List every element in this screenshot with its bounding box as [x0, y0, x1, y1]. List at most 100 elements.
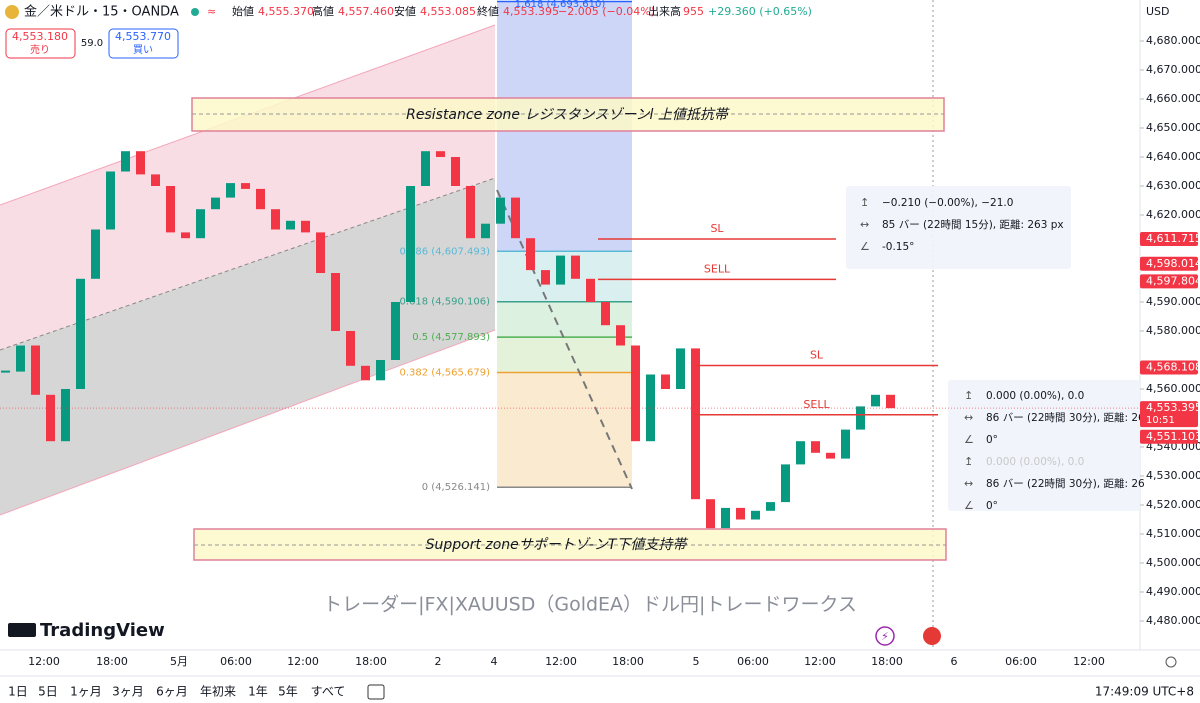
- price-tick-label: 4,590.000: [1146, 295, 1200, 308]
- range-button[interactable]: 年初来: [200, 685, 236, 699]
- candle: [346, 331, 355, 366]
- order-label: SL: [710, 222, 724, 235]
- volume: 955: [683, 5, 704, 18]
- price-tick-label: 4,620.000: [1146, 208, 1200, 221]
- price-tick-label: 4,520.000: [1146, 498, 1200, 511]
- candle: [616, 325, 625, 346]
- time-tick-label: 18:00: [96, 655, 128, 668]
- measure-box: [948, 380, 1140, 511]
- candle: [541, 270, 550, 285]
- volume-change: +29.360 (+0.65%): [708, 5, 812, 18]
- measure-text: 86 バー (22時間 30分), 距離: 26: [986, 477, 1145, 490]
- measure-icon: ↥: [860, 196, 869, 209]
- buy-price[interactable]: 4,553.770: [115, 30, 171, 43]
- candle: [826, 452, 835, 459]
- event-icon[interactable]: [875, 626, 895, 646]
- measure-text: −0.210 (−0.00%), −21.0: [882, 197, 1013, 209]
- sell-button[interactable]: [5, 28, 76, 59]
- range-button[interactable]: すべて: [311, 685, 346, 699]
- stat-label: 安値: [394, 4, 416, 18]
- candle: [16, 345, 25, 372]
- price-tick-label: 4,670.000: [1146, 63, 1200, 76]
- watermark: トレーダー|FX|XAUUSD（GoldEA）ドル円|トレードワークス: [323, 594, 857, 616]
- candle: [91, 229, 100, 279]
- fib-label: 0.786 (4,607.493): [399, 246, 490, 257]
- event-glyph: ⚡: [881, 630, 889, 643]
- time-tick-label: 12:00: [545, 655, 577, 668]
- price-tick-label: 4,630.000: [1146, 179, 1200, 192]
- stat-value: 4,553.395: [503, 5, 559, 18]
- candle: [601, 302, 610, 326]
- candle: [106, 171, 115, 230]
- fib-label: 1.618 (4,693.610): [515, 0, 606, 10]
- brand-logo: [8, 623, 36, 637]
- symbol[interactable]: 金／米ドル・15・OANDA: [24, 4, 179, 20]
- spread: 59.0: [81, 38, 103, 49]
- range-button[interactable]: 1日: [8, 685, 28, 699]
- candle: [451, 157, 460, 186]
- candle: [886, 394, 895, 409]
- currency[interactable]: USD: [1146, 5, 1170, 18]
- candle: [781, 464, 790, 503]
- candle: [676, 348, 685, 389]
- price-badge-label: 4,611.715: [1146, 232, 1200, 245]
- price-tick-label: 4,510.000: [1146, 527, 1200, 540]
- time-tick-label: 6: [951, 655, 958, 668]
- price-tick-label: 4,650.000: [1146, 121, 1200, 134]
- orders: SL SELL SL SELL: [598, 222, 938, 416]
- time-tick-label: 12:00: [28, 655, 60, 668]
- candle: [361, 365, 370, 381]
- sell-label[interactable]: 売り: [30, 43, 50, 56]
- range-button[interactable]: 5年: [278, 685, 298, 699]
- range-button[interactable]: 1年: [248, 685, 268, 699]
- candle: [871, 394, 880, 407]
- price-tick-label: 4,580.000: [1146, 324, 1200, 337]
- candle: [841, 429, 850, 459]
- resistance-label: Resistance zone レジスタンスゾーンl 上値抵抗帯: [406, 107, 730, 123]
- range-button[interactable]: 6ヶ月: [156, 685, 188, 699]
- measure-icon: ∠: [860, 240, 870, 253]
- time-tick-label: 18:00: [612, 655, 644, 668]
- candle: [271, 209, 280, 230]
- measure-text: 0.000 (0.00%), 0.0: [986, 456, 1084, 468]
- stat-value: 4,555.370: [258, 5, 314, 18]
- candle: [406, 186, 415, 302]
- time-tick-label: 4: [491, 655, 498, 668]
- candle: [556, 255, 565, 285]
- market-status: [191, 8, 199, 16]
- price-tick-label: 4,530.000: [1146, 469, 1200, 482]
- order-label: SELL: [704, 262, 731, 275]
- fib-label: 0.618 (4,590.106): [399, 297, 490, 308]
- support-label: Support zoneサポートゾ-ンT下値支持帯: [426, 537, 689, 553]
- channel-bottom: [0, 329, 496, 516]
- candle: [496, 197, 505, 224]
- candle: [376, 360, 385, 381]
- price-badge-label: 4,551.103: [1146, 430, 1200, 443]
- range-button[interactable]: 1ヶ月: [70, 685, 102, 699]
- price-badge: [1140, 429, 1198, 444]
- candle: [316, 232, 325, 273]
- candle: [286, 220, 295, 230]
- candle: [166, 186, 175, 233]
- price-tick-label: 4,640.000: [1146, 150, 1200, 163]
- buy-label[interactable]: 買い: [133, 44, 153, 56]
- flag-icon[interactable]: [923, 627, 941, 645]
- time-tick-label: 5月: [170, 655, 188, 668]
- time-tick-label: 5: [693, 655, 700, 668]
- sell-price[interactable]: 4,553.180: [12, 30, 68, 43]
- price-badge: [1140, 274, 1198, 289]
- range-button[interactable]: 5日: [38, 685, 58, 699]
- buy-button[interactable]: [108, 28, 179, 59]
- measure-text: 0°: [986, 434, 998, 446]
- change: −2.005 (−0.04%): [558, 5, 655, 18]
- price-tick-label: 4,480.000: [1146, 614, 1200, 627]
- calendar-icon[interactable]: [367, 684, 385, 700]
- fib-band: [497, 372, 632, 488]
- range-button[interactable]: 3ヶ月: [112, 685, 144, 699]
- settings-icon[interactable]: [1165, 656, 1177, 668]
- volume-label: 出来高: [648, 4, 681, 18]
- time-tick-label: 12:00: [287, 655, 319, 668]
- candle: [736, 507, 745, 520]
